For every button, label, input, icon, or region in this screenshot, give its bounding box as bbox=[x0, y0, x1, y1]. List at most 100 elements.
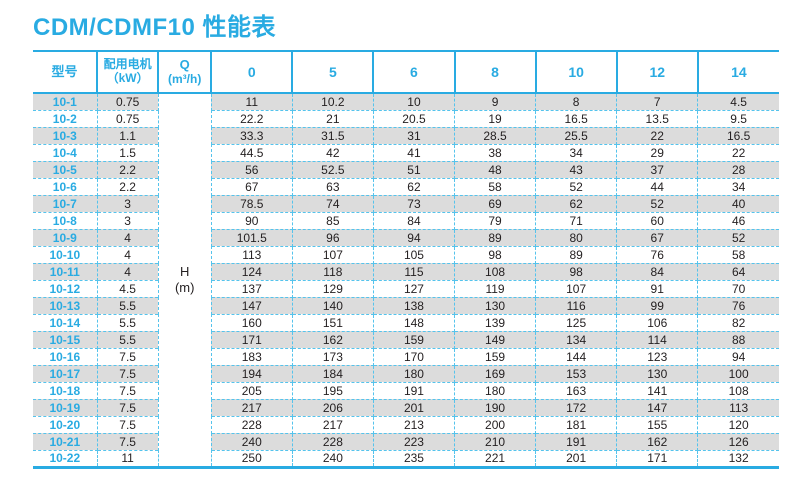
head-value-cell: 13.5 bbox=[616, 109, 699, 128]
model-cell: 10-22 bbox=[33, 449, 98, 468]
head-value-cell: 80 bbox=[535, 228, 618, 247]
model-cell: 10-1 bbox=[33, 92, 98, 111]
head-value-cell: 115 bbox=[372, 262, 456, 281]
head-value-cell: 162 bbox=[291, 330, 374, 349]
head-value-cell: 139 bbox=[453, 313, 537, 332]
head-value-cell: 94 bbox=[372, 228, 456, 247]
head-value-cell: 34 bbox=[697, 177, 779, 196]
head-value-cell: 79 bbox=[453, 211, 537, 230]
head-value-cell: 191 bbox=[372, 381, 456, 400]
head-value-cell: 9.5 bbox=[697, 109, 779, 128]
kw-cell: 1.1 bbox=[96, 126, 159, 145]
head-unit-line1: H bbox=[179, 263, 190, 279]
head-value-cell: 105 bbox=[372, 245, 456, 264]
col-header-motor: 配用电机 （kW） bbox=[96, 51, 159, 94]
head-value-cell: 84 bbox=[372, 211, 456, 230]
head-value-cell: 28.5 bbox=[453, 126, 537, 145]
head-value-cell: 40 bbox=[697, 194, 779, 213]
table-row: 10-14 5.5 160 151 148 139 125 106 82 bbox=[33, 313, 779, 332]
col-header-q-line1: Q bbox=[179, 56, 190, 72]
head-value-cell: 194 bbox=[210, 364, 293, 383]
head-value-cell: 38 bbox=[453, 143, 537, 162]
head-value-cell: 240 bbox=[210, 432, 293, 451]
head-value-cell: 153 bbox=[535, 364, 618, 383]
model-cell: 10-11 bbox=[33, 262, 98, 281]
table-row: 10-1 0.75 H (m) 11 10.2 10 9 8 7 4.5 bbox=[33, 92, 779, 468]
head-value-cell: 107 bbox=[291, 245, 374, 264]
head-value-cell: 21 bbox=[291, 109, 374, 128]
col-header-motor-line1: 配用电机 bbox=[103, 57, 152, 72]
table-row: 10-7 3 78.5 74 73 69 62 52 40 bbox=[33, 194, 779, 213]
col-header-flow-10: 10 bbox=[534, 51, 617, 94]
head-value-cell: 44.5 bbox=[210, 143, 293, 162]
head-value-cell: 240 bbox=[291, 449, 374, 468]
table-body: 10-1 0.75 H (m) 11 10.2 10 9 8 7 4.5 10-2 0.75 22.2 21… bbox=[33, 92, 779, 468]
head-value-cell: 170 bbox=[372, 347, 456, 366]
head-value-cell: 48 bbox=[453, 160, 537, 179]
head-unit-line2: (m) bbox=[174, 279, 195, 295]
model-cell: 10-7 bbox=[33, 194, 98, 213]
head-value-cell: 70 bbox=[697, 279, 779, 298]
head-value-cell: 171 bbox=[616, 449, 699, 468]
head-value-cell: 144 bbox=[535, 347, 618, 366]
head-value-cell: 20.5 bbox=[372, 109, 456, 128]
table-row: 10-18 7.5 205 195 191 180 163 141 108 bbox=[33, 381, 779, 400]
model-cell: 10-10 bbox=[33, 245, 98, 264]
head-value-cell: 195 bbox=[291, 381, 374, 400]
head-value-cell: 147 bbox=[210, 296, 293, 315]
head-value-cell: 16.5 bbox=[697, 126, 779, 145]
head-value-cell: 63 bbox=[291, 177, 374, 196]
head-value-cell: 183 bbox=[210, 347, 293, 366]
head-value-cell: 132 bbox=[697, 449, 779, 468]
head-value-cell: 67 bbox=[616, 228, 699, 247]
head-value-cell: 206 bbox=[291, 398, 374, 417]
kw-cell: 7.5 bbox=[96, 415, 159, 434]
head-value-cell: 223 bbox=[372, 432, 456, 451]
table-row: 10-4 1.5 44.5 42 41 38 34 29 22 bbox=[33, 143, 779, 162]
model-cell: 10-13 bbox=[33, 296, 98, 315]
head-value-cell: 180 bbox=[372, 364, 456, 383]
table-row: 10-6 2.2 67 63 62 58 52 44 34 bbox=[33, 177, 779, 196]
head-value-cell: 28 bbox=[697, 160, 779, 179]
head-value-cell: 108 bbox=[697, 381, 779, 400]
head-value-cell: 108 bbox=[453, 262, 537, 281]
head-value-cell: 127 bbox=[372, 279, 456, 298]
model-cell: 10-3 bbox=[33, 126, 98, 145]
head-value-cell: 217 bbox=[210, 398, 293, 417]
head-value-cell: 169 bbox=[453, 364, 537, 383]
head-value-cell: 160 bbox=[210, 313, 293, 332]
col-header-model: 型号 bbox=[33, 51, 98, 94]
head-value-cell: 16.5 bbox=[535, 109, 618, 128]
head-value-cell: 162 bbox=[616, 432, 699, 451]
model-cell: 10-6 bbox=[33, 177, 98, 196]
kw-cell: 7.5 bbox=[96, 432, 159, 451]
table-row: 10-21 7.5 240 228 223 210 191 162 126 bbox=[33, 432, 779, 451]
head-value-cell: 58 bbox=[697, 245, 779, 264]
head-value-cell: 96 bbox=[291, 228, 374, 247]
head-value-cell: 62 bbox=[535, 194, 618, 213]
head-value-cell: 73 bbox=[372, 194, 456, 213]
head-value-cell: 235 bbox=[372, 449, 456, 468]
table-row: 10-15 5.5 171 162 159 149 134 114 88 bbox=[33, 330, 779, 349]
head-value-cell: 119 bbox=[453, 279, 537, 298]
head-value-cell: 98 bbox=[453, 245, 537, 264]
head-value-cell: 37 bbox=[616, 160, 699, 179]
kw-cell: 5.5 bbox=[96, 313, 159, 332]
kw-cell: 3 bbox=[96, 194, 159, 213]
model-cell: 10-5 bbox=[33, 160, 98, 179]
head-value-cell: 19 bbox=[453, 109, 537, 128]
head-value-cell: 141 bbox=[616, 381, 699, 400]
kw-cell: 3 bbox=[96, 211, 159, 230]
col-header-flow-8: 8 bbox=[453, 51, 536, 94]
head-value-cell: 69 bbox=[453, 194, 537, 213]
head-value-cell: 159 bbox=[372, 330, 456, 349]
head-value-cell: 116 bbox=[535, 296, 618, 315]
head-value-cell: 4.5 bbox=[697, 92, 779, 111]
head-value-cell: 138 bbox=[372, 296, 456, 315]
head-value-cell: 60 bbox=[616, 211, 699, 230]
head-value-cell: 29 bbox=[616, 143, 699, 162]
table-row: 10-8 3 90 85 84 79 71 60 46 bbox=[33, 211, 779, 230]
head-value-cell: 100 bbox=[697, 364, 779, 383]
table-header: 型号 配用电机 （kW） Q (m³/h) 0 5 6 8 10 12 14 bbox=[33, 51, 779, 94]
head-value-cell: 64 bbox=[697, 262, 779, 281]
